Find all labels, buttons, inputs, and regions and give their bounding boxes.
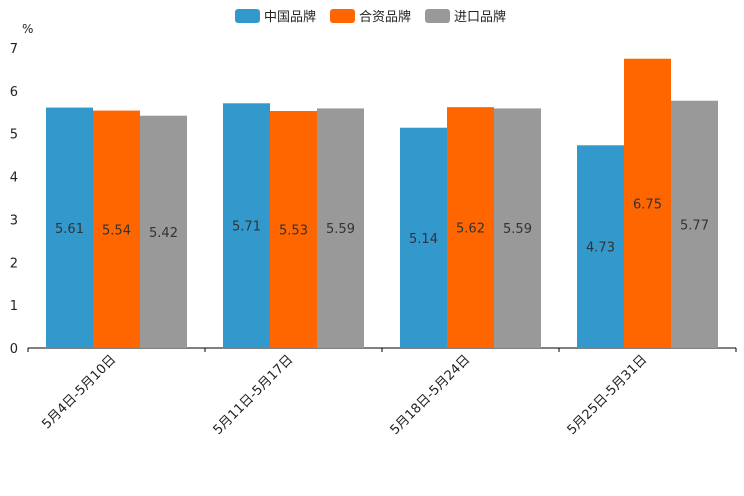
y-tick-label: 0 (10, 342, 18, 357)
bar-1-2 (223, 103, 270, 349)
bar-2-1 (93, 110, 140, 348)
bar-1-1 (46, 107, 93, 348)
bar-3-3 (494, 108, 541, 348)
y-tick-label: 5 (10, 128, 18, 143)
legend-swatch-1 (235, 9, 260, 23)
legend-swatch-3 (425, 9, 450, 23)
bar-1-3 (400, 127, 447, 348)
x-category-label: 5月18日-5月24日 (388, 352, 474, 438)
data-label: 5.53 (279, 224, 308, 239)
data-label: 4.73 (586, 241, 615, 256)
data-label: 5.59 (503, 222, 532, 237)
data-label: 5.71 (232, 220, 261, 235)
bar-2-2 (270, 111, 317, 348)
y-tick-label: 1 (10, 299, 18, 314)
data-label: 5.62 (456, 222, 485, 237)
x-category-label: 5月4日-5月10日 (39, 352, 119, 432)
legend-label-3: 进口品牌 (454, 9, 506, 25)
bar-2-4 (624, 58, 671, 348)
data-label: 6.75 (633, 197, 662, 212)
legend-label-1: 中国品牌 (264, 9, 316, 25)
bar-3-1 (140, 115, 187, 348)
x-category-label: 5月25日-5月31日 (565, 352, 651, 438)
x-category-label: 5月11日-5月17日 (211, 352, 297, 438)
y-tick-label: 3 (10, 213, 18, 228)
y-tick-label: 4 (10, 171, 18, 186)
bar-1-4 (577, 145, 624, 348)
data-label: 5.42 (149, 226, 178, 241)
y-tick-label: 7 (10, 42, 18, 57)
y-tick-label: 2 (10, 256, 18, 271)
data-label: 5.59 (326, 222, 355, 237)
bar-3-2 (317, 108, 364, 348)
legend-label-2: 合资品牌 (359, 9, 411, 25)
bar-2-3 (447, 107, 494, 349)
bar-series-group (46, 58, 718, 349)
y-tick-label: 6 (10, 85, 18, 100)
y-axis: 0 1 2 3 4 5 6 7 (10, 42, 18, 357)
data-label-group: 5.61 5.71 5.14 4.73 5.54 5.53 5.62 6.75 5.42 5.59… (55, 197, 709, 255)
bar-3-4 (671, 100, 718, 348)
chart-legend: 中国品牌 合资品牌 进口品牌 (235, 9, 506, 25)
legend-swatch-2 (330, 9, 355, 23)
data-label: 5.61 (55, 222, 84, 237)
data-label: 5.14 (409, 232, 438, 247)
y-axis-unit-label: % (22, 22, 33, 36)
data-label: 5.54 (102, 223, 131, 238)
data-label: 5.77 (680, 218, 709, 233)
x-axis: 5月4日-5月10日 5月11日-5月17日 5月18日-5月24日 5月25日-5月… (27, 347, 737, 438)
